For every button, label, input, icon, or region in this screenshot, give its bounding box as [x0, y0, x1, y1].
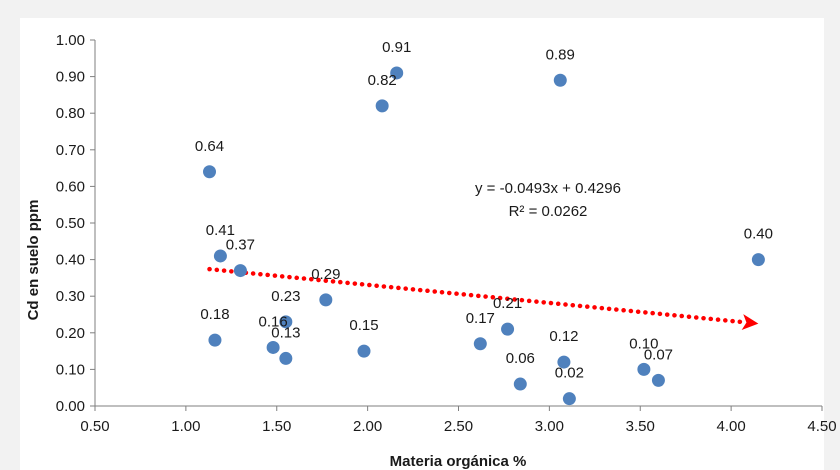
data-label: 0.18	[200, 306, 229, 323]
data-point	[557, 355, 571, 369]
data-point	[473, 337, 487, 351]
x-tick-label: 4.00	[717, 418, 746, 435]
data-label: 0.37	[226, 237, 255, 254]
data-label: 0.41	[206, 222, 235, 239]
data-point	[562, 392, 576, 406]
y-tick-label: 1.00	[56, 32, 85, 49]
data-label: 0.82	[368, 72, 397, 89]
data-point	[203, 165, 217, 179]
axes: 0.00 0.10 0.20 0.30 0.40 0.50 0.60 0.70 0.80 0.90…	[56, 32, 837, 435]
data-label: 0.40	[744, 226, 773, 243]
chart-panel	[20, 18, 824, 470]
data-label: 0.02	[555, 365, 584, 382]
y-axis-title: Cd en suelo ppm	[25, 200, 42, 321]
x-tick-label: 0.50	[80, 418, 109, 435]
data-point	[357, 344, 371, 358]
trendline-r-squared: R² = 0.0262	[509, 203, 588, 220]
data-point	[375, 99, 389, 113]
y-tick-label: 0.10	[56, 361, 85, 378]
trendline	[207, 266, 759, 331]
data-point	[279, 351, 293, 365]
y-tick-label: 0.00	[56, 398, 85, 415]
data-point	[651, 373, 665, 387]
y-tick-label: 0.50	[56, 215, 85, 232]
x-tick-label: 4.50	[807, 418, 836, 435]
data-point	[279, 315, 293, 329]
y-tick-label: 0.80	[56, 105, 85, 122]
data-point	[390, 66, 404, 80]
data-point	[553, 73, 567, 87]
data-label: 0.29	[311, 266, 340, 283]
data-label: 0.17	[466, 310, 495, 327]
data-label: 0.64	[195, 138, 224, 155]
x-tick-label: 2.00	[353, 418, 382, 435]
data-labels: 0.64 0.410.37 0.18 0.23 0.160.13 0.29 0.15 0.82…	[195, 39, 773, 382]
data-point	[501, 322, 515, 336]
data-label: 0.21	[493, 295, 522, 312]
trendline-arrowhead	[741, 314, 759, 331]
y-tick-label: 0.30	[56, 288, 85, 305]
y-tick-label: 0.60	[56, 178, 85, 195]
data-label: 0.10	[629, 335, 658, 352]
data-label: 0.07	[644, 346, 673, 363]
data-point	[213, 249, 227, 263]
data-point	[319, 293, 333, 307]
y-tick-label: 0.70	[56, 142, 85, 159]
x-tick-label: 3.00	[535, 418, 564, 435]
x-tick-label: 3.50	[626, 418, 655, 435]
data-label: 0.15	[349, 317, 378, 334]
data-label: 0.89	[546, 46, 575, 63]
data-label: 0.13	[271, 324, 300, 341]
data-points	[203, 66, 765, 406]
x-tick-label: 1.00	[171, 418, 200, 435]
y-tick-label: 0.20	[56, 325, 85, 342]
data-label: 0.23	[271, 288, 300, 305]
y-tick-label: 0.90	[56, 69, 85, 86]
x-axis-title: Materia orgánica %	[390, 453, 527, 470]
data-point	[637, 362, 651, 376]
trendline-dotted-line	[207, 266, 745, 325]
x-tick-label: 2.50	[444, 418, 473, 435]
data-label: 0.12	[549, 328, 578, 345]
y-tick-label: 0.40	[56, 252, 85, 269]
data-point	[513, 377, 527, 391]
x-tick-label: 1.50	[262, 418, 291, 435]
data-point	[751, 253, 765, 267]
data-point	[233, 264, 247, 278]
trendline-equation: y = -0.0493x + 0.4296	[475, 180, 621, 197]
data-label: 0.06	[506, 350, 535, 367]
data-point	[266, 340, 280, 354]
data-point	[208, 333, 222, 347]
data-label: 0.91	[382, 39, 411, 56]
data-label: 0.16	[259, 313, 288, 330]
